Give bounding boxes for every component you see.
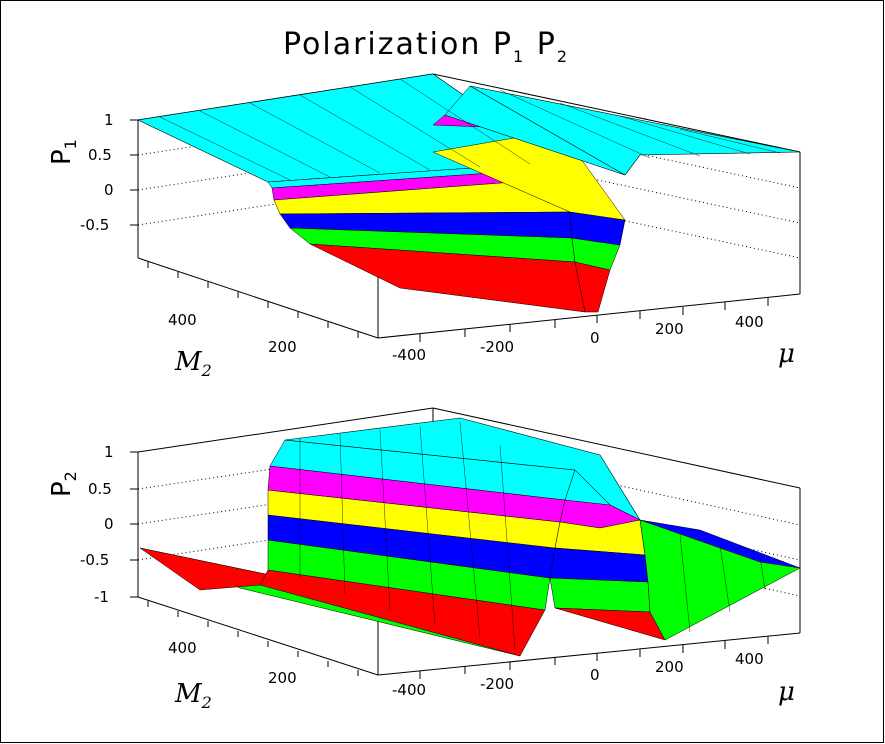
- p2-z-ticks: [130, 451, 138, 598]
- title-sub2: 2: [557, 47, 569, 66]
- p2-y-tick-2: 200: [268, 669, 297, 687]
- p1-z-tick-4: -0.5: [80, 216, 109, 234]
- panel-p1: 1 0.5 0 -0.5 P1 400 200 M2: [47, 73, 801, 380]
- p1-z-tick-2: 0.5: [88, 146, 112, 164]
- p2-valley-green: [549, 577, 651, 613]
- p1-z-ticks: [130, 119, 138, 226]
- p1-z-tick-1: 1: [104, 111, 114, 129]
- p2-x-tick-1: -400: [392, 681, 426, 699]
- p1-x-ticks: [419, 298, 769, 342]
- p1-x-tick-5: 400: [735, 313, 764, 331]
- p2-z-tick-2: 0.5: [88, 480, 112, 498]
- title-text: Polarization P: [283, 27, 513, 62]
- p2-x-ticks: [419, 636, 769, 679]
- p2-z-tick-3: 0: [104, 515, 114, 533]
- p2-x-tick-5: 400: [735, 650, 764, 668]
- p2-y-tick-1: 400: [168, 639, 197, 657]
- panel-p2: 1 0.5 0 -0.5 -1 P2 400 200 M2: [47, 407, 801, 712]
- p1-y-tick-2: 200: [268, 338, 297, 356]
- p1-z-label: P1: [47, 139, 80, 165]
- p1-x-label: μ: [778, 339, 795, 369]
- p1-x-tick-2: -200: [480, 338, 514, 356]
- p1-x-tick-1: -400: [392, 346, 426, 364]
- title-sub1: 1: [513, 47, 525, 66]
- p1-mesh: [159, 78, 781, 181]
- p2-x-label: μ: [778, 677, 795, 707]
- p2-x-tick-2: -200: [480, 675, 514, 693]
- p2-x-tick-3: 0: [590, 666, 600, 684]
- p2-surface: [139, 417, 801, 657]
- p2-z-tick-4: -0.5: [80, 551, 109, 569]
- title-mid: P: [525, 27, 557, 62]
- p1-x-tick-4: 200: [655, 320, 684, 338]
- p1-y-tick-1: 400: [168, 311, 197, 329]
- p2-z-tick-1: 1: [104, 443, 114, 461]
- figure-title: Polarization P1 P2: [283, 27, 569, 66]
- p2-z-label: P2: [47, 471, 80, 497]
- p2-z-tick-5: -1: [94, 588, 109, 606]
- p1-x-tick-3: 0: [590, 329, 600, 347]
- p2-valley-red: [554, 607, 666, 641]
- p2-x-tick-4: 200: [655, 658, 684, 676]
- p1-surface: [136, 73, 801, 313]
- p1-z-tick-3: 0: [104, 181, 114, 199]
- p2-mesh: [299, 421, 766, 651]
- p1-y-label: M2: [174, 347, 212, 380]
- p2-y-ticks: [147, 601, 359, 676]
- p1-plateau-right: [469, 85, 801, 176]
- p1-y-ticks: [147, 262, 359, 338]
- p2-left-floor-red: [139, 547, 271, 591]
- p2-y-label: M2: [174, 679, 212, 712]
